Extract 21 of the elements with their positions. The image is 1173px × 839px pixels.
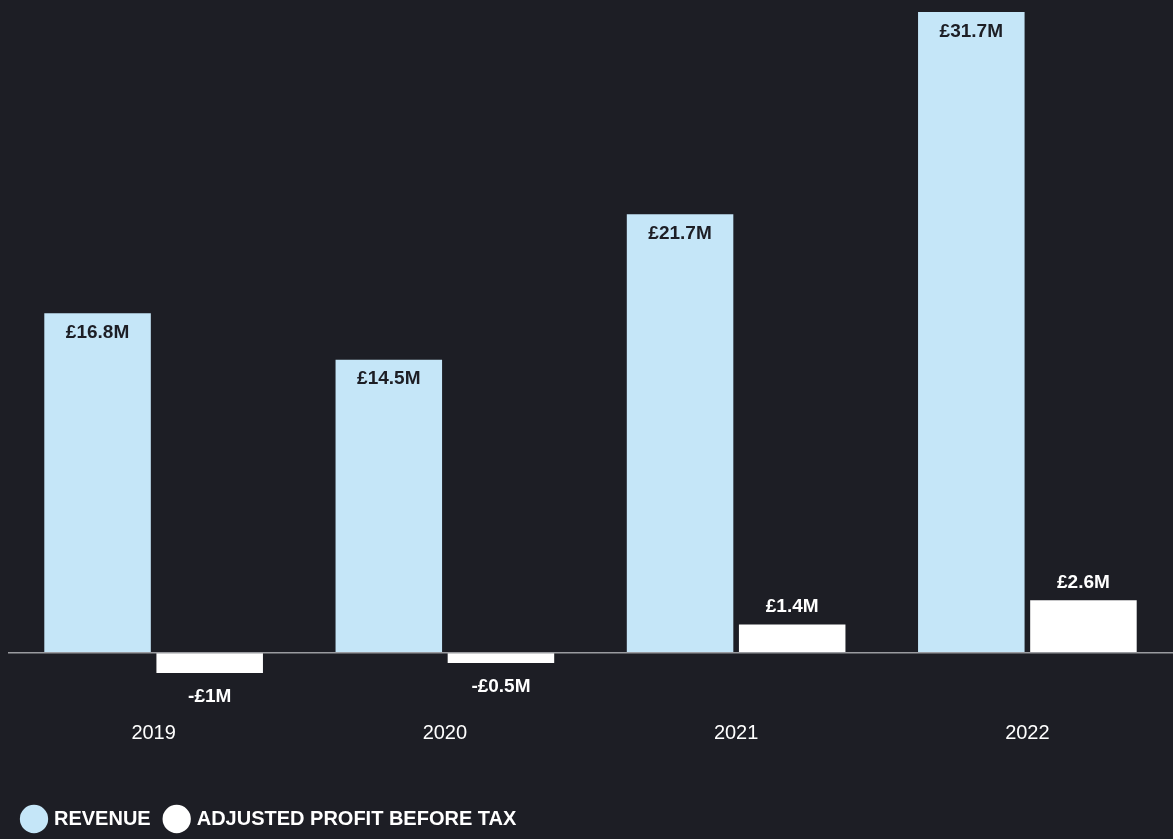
bar [156, 652, 263, 673]
bar [738, 624, 846, 653]
bar [626, 214, 734, 653]
data-label: £31.7M [939, 19, 1003, 41]
data-label: -£0.5M [471, 674, 531, 696]
bar [335, 359, 443, 653]
bar [918, 12, 1025, 653]
data-label: £14.5M [357, 367, 421, 389]
x-tick-label: 2019 [131, 720, 176, 743]
bar [1030, 600, 1137, 653]
data-label: £21.7M [648, 221, 712, 243]
legend-label: ADJUSTED PROFIT BEFORE TAX [196, 806, 517, 829]
data-label: -£1M [188, 684, 232, 706]
data-label: £2.6M [1057, 570, 1110, 592]
x-tick-label: 2021 [713, 720, 759, 743]
data-label: £16.8M [65, 320, 130, 342]
x-tick-label: 2022 [1005, 720, 1050, 743]
legend-label: REVENUE [54, 806, 151, 829]
data-label: £1.4M [765, 595, 819, 617]
bar [44, 313, 151, 653]
x-tick-label: 2020 [422, 720, 468, 743]
